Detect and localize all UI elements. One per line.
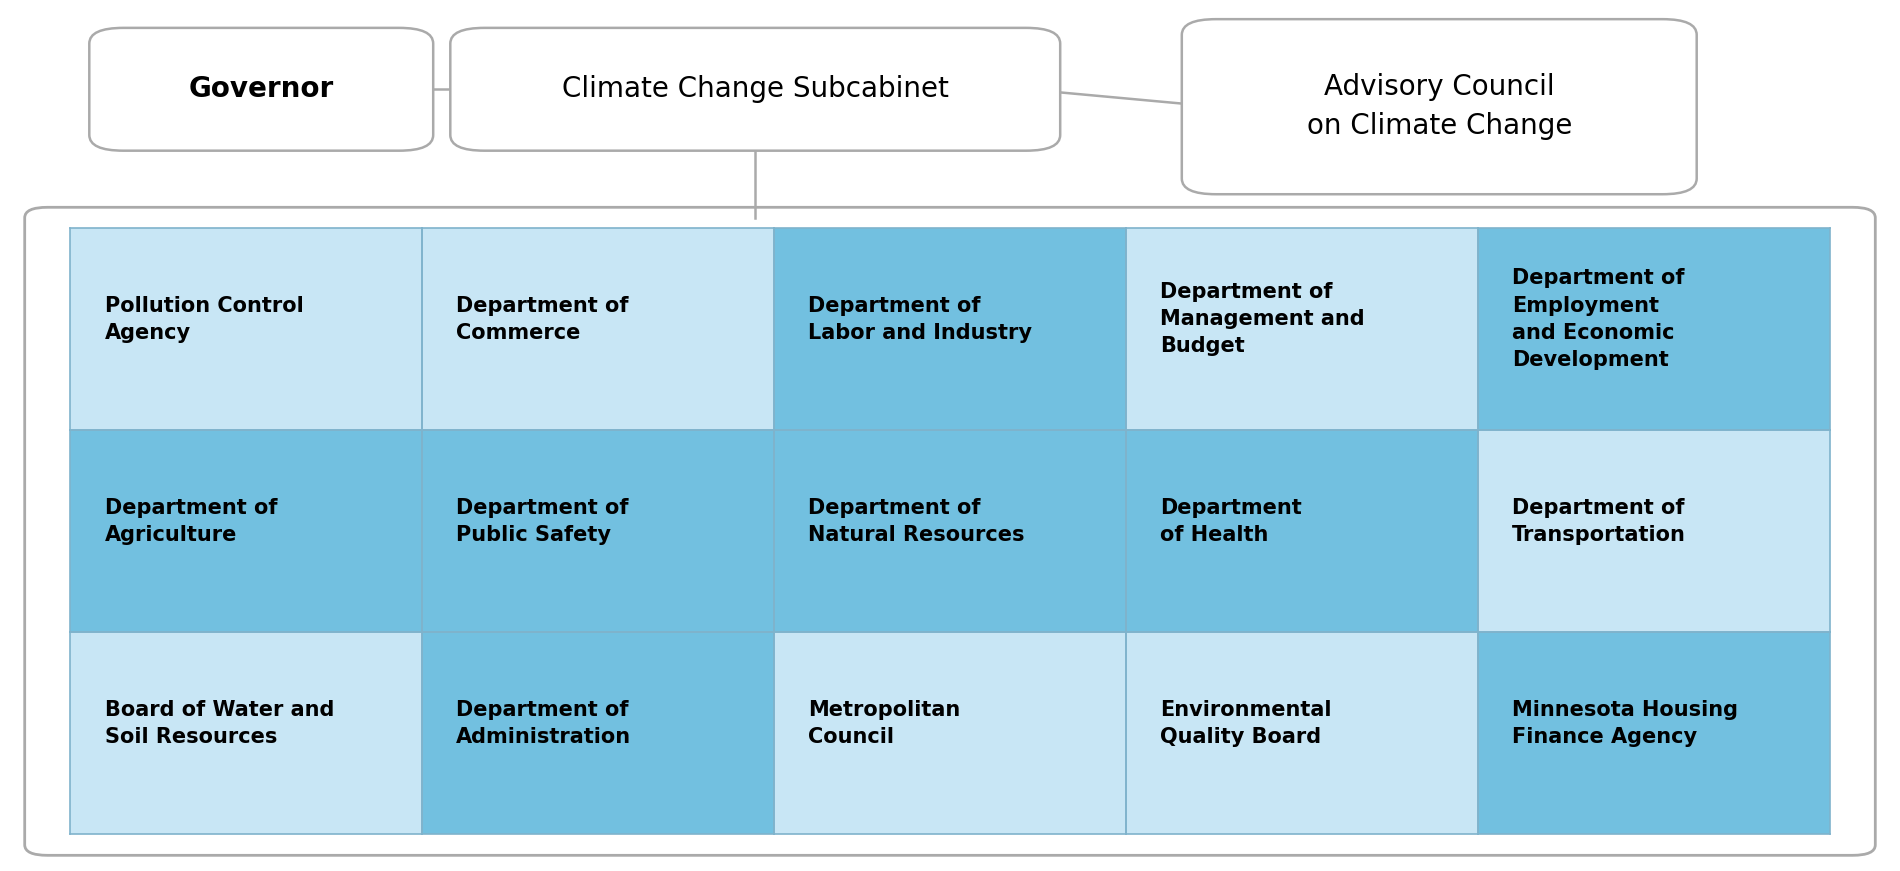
Bar	[773, 430, 1127, 632]
Text: Department of
Management and
Budget: Department of Management and Budget	[1161, 282, 1364, 356]
Text: Department of
Administration: Department of Administration	[456, 699, 631, 746]
FancyBboxPatch shape	[1182, 19, 1697, 194]
Bar	[70, 228, 422, 430]
Text: Environmental
Quality Board: Environmental Quality Board	[1161, 699, 1332, 746]
Bar	[422, 228, 773, 430]
Text: Minnesota Housing
Finance Agency: Minnesota Housing Finance Agency	[1512, 699, 1738, 746]
FancyBboxPatch shape	[89, 28, 433, 151]
Bar	[1478, 430, 1830, 632]
Text: Department of
Commerce: Department of Commerce	[456, 295, 629, 342]
Bar	[70, 430, 422, 632]
Text: Climate Change Subcabinet: Climate Change Subcabinet	[562, 75, 948, 104]
Text: Department
of Health: Department of Health	[1161, 497, 1302, 544]
Bar	[1127, 632, 1478, 834]
Bar	[1478, 632, 1830, 834]
Bar	[773, 632, 1127, 834]
Text: Department of
Natural Resources: Department of Natural Resources	[808, 497, 1024, 544]
Bar	[773, 228, 1127, 430]
Text: Department of
Agriculture: Department of Agriculture	[104, 497, 277, 544]
Bar	[1127, 430, 1478, 632]
Text: Department of
Transportation: Department of Transportation	[1512, 497, 1685, 544]
Bar	[422, 632, 773, 834]
FancyBboxPatch shape	[450, 28, 1060, 151]
Text: Pollution Control
Agency: Pollution Control Agency	[104, 295, 304, 342]
Text: Board of Water and
Soil Resources: Board of Water and Soil Resources	[104, 699, 334, 746]
Text: Governor: Governor	[188, 75, 334, 104]
Bar	[70, 632, 422, 834]
Text: Metropolitan
Council: Metropolitan Council	[808, 699, 961, 746]
Text: Department of
Labor and Industry: Department of Labor and Industry	[808, 295, 1032, 342]
FancyBboxPatch shape	[25, 207, 1875, 855]
Bar	[422, 430, 773, 632]
Text: Department of
Employment
and Economic
Development: Department of Employment and Economic De…	[1512, 268, 1685, 370]
Text: Advisory Council
on Climate Change: Advisory Council on Climate Change	[1307, 73, 1571, 140]
Text: Department of
Public Safety: Department of Public Safety	[456, 497, 629, 544]
Bar	[1478, 228, 1830, 430]
Bar	[1127, 228, 1478, 430]
